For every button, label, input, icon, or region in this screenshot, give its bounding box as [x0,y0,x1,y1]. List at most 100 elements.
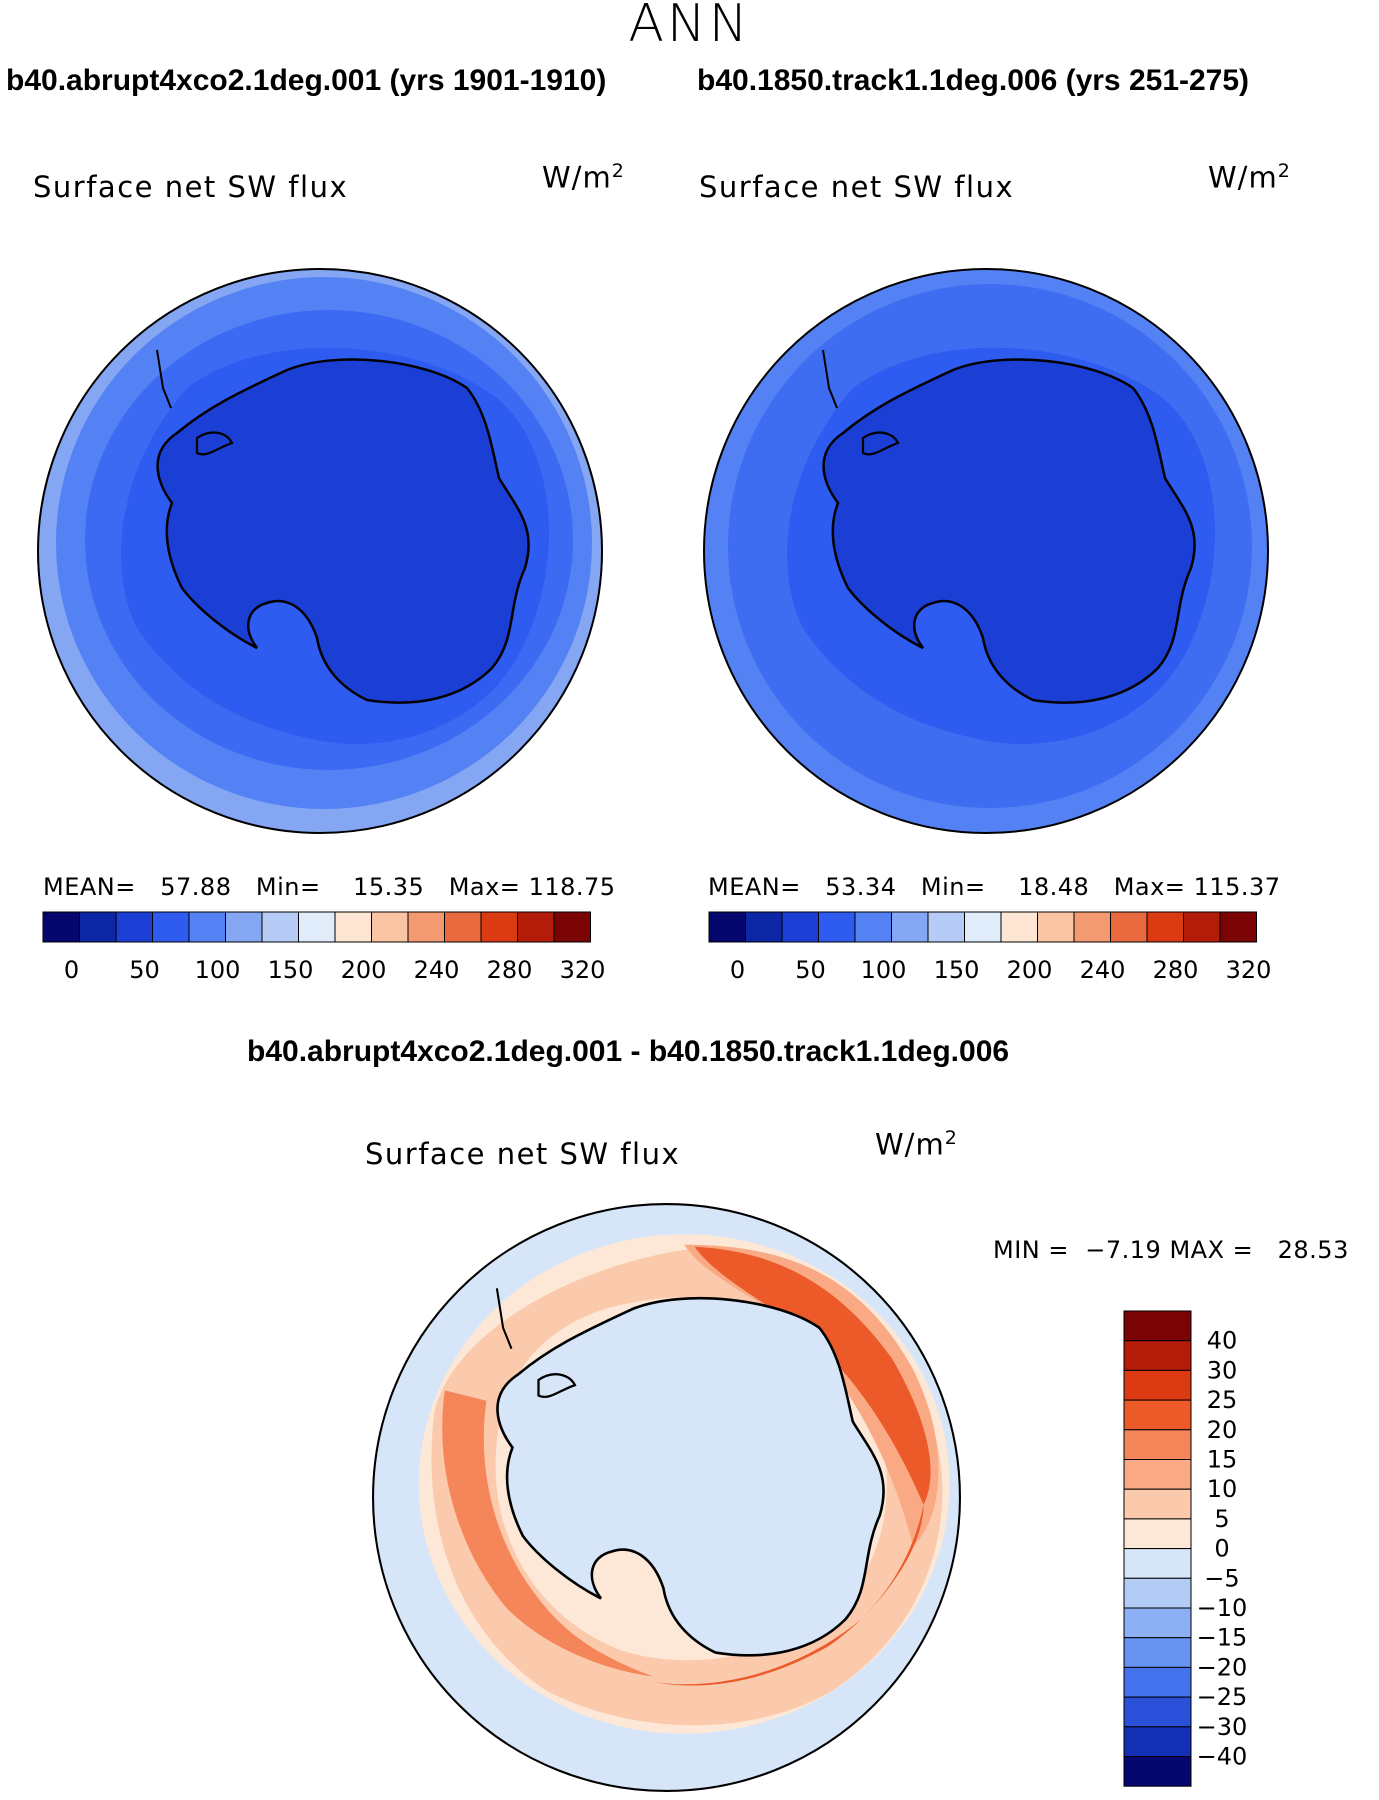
diff-colorbar-swatch [1123,1696,1192,1728]
panel2-colorbar-tick-label: 150 [934,956,980,984]
panel2-colorbar-swatch [1110,911,1148,943]
panel2-colorbar-swatch [1146,911,1184,943]
panel1-colorbar-swatch [79,911,117,943]
diff-colorbar-swatch [1123,1666,1192,1698]
diff-colorbar-tick-label: −15 [1197,1624,1248,1652]
diff-western-ring [442,1390,653,1677]
panel2-case-title: b40.1850.track1.1deg.006 (yrs 251-275) [697,64,1250,97]
diff-colorbar-tick-label: 40 [1207,1327,1238,1355]
panel1-map [37,268,603,834]
panel1-colorbar-tick-label: 280 [487,956,533,984]
panel2-colorbar-swatch [708,911,746,943]
panel1-colorbar-swatch [517,911,555,943]
diff-colorbar-tick-label: 30 [1207,1356,1238,1384]
diff-map [372,1203,961,1792]
diff-colorbar-tick-label: −20 [1197,1653,1248,1681]
diff-colorbar-tick-label: 5 [1214,1505,1229,1533]
panel1-case-title: b40.abrupt4xco2.1deg.001 (yrs 1901-1910) [6,64,607,97]
panel2-colorbar-swatch [1183,911,1221,943]
panel2-colorbar-swatch [781,911,819,943]
panel1-colorbar-tick-label: 200 [341,956,387,984]
panel2-colorbar-swatch [964,911,1002,943]
panel2-peninsula-outline [822,349,838,409]
diff-variable-label: Surface net SW flux [365,1137,681,1171]
panel2-colorbar-swatch [1037,911,1075,943]
diff-colorbar-tick-label: 20 [1207,1416,1238,1444]
panel1-colorbar-swatch [371,911,409,943]
panel1-colorbar-swatch [261,911,299,943]
panel1-colorbar-swatch [115,911,153,943]
panel1-colorbar-tick-label: 240 [414,956,460,984]
main-title: ANN [628,0,751,54]
panel1-colorbar-swatch [225,911,263,943]
panel2-colorbar-tick-label: 50 [795,956,826,984]
panel2-colorbar-swatch [818,911,856,943]
panel1-colorbar-tick-label: 50 [129,956,160,984]
panel1-antarctica-outline [156,358,530,704]
panel2-colorbar-tick-label: 240 [1080,956,1126,984]
diff-peninsula-outline [495,1288,513,1350]
diff-colorbar-swatch [1123,1399,1192,1431]
panel2-colorbar-swatch [927,911,965,943]
diff-colorbar-swatch [1123,1369,1192,1401]
panel1-colorbar-swatch [152,911,190,943]
diff-colorbar-swatch [1123,1429,1192,1461]
panel1-colorbar-swatch [298,911,336,943]
panel2-colorbar-swatch [745,911,783,943]
diff-colorbar-tick-label: 0 [1214,1535,1229,1563]
panel2-colorbar: 0 50 100 150 200 240 280 320 [708,911,1272,984]
panel1-colorbar-tick-label: 100 [195,956,241,984]
panel2-colorbar-swatch [1000,911,1038,943]
panel1-colorbar-tick-label: 320 [560,956,606,984]
panel1-colorbar-swatch [444,911,482,943]
diff-antarctica-outline [496,1296,885,1657]
diff-colorbar-swatch [1123,1577,1192,1609]
panel2-colorbar-tick-label: 0 [730,956,745,984]
panel2-map [703,268,1269,834]
panel2-antarctica-outline [822,358,1196,704]
diff-title: b40.abrupt4xco2.1deg.001 - b40.1850.trac… [247,1035,1010,1068]
panel1-colorbar-swatch [553,911,591,943]
panel2-colorbar-tick-label: 320 [1226,956,1272,984]
panel2-units: W/m2 [1208,160,1291,195]
panel2-colorbar-swatch [1219,911,1257,943]
diff-ice-shelf-outline [537,1373,577,1398]
panel2-colorbar-tick-label: 100 [861,956,907,984]
diff-colorbar-tick-label: −5 [1204,1564,1239,1592]
diff-colorbar-tick-label: 25 [1207,1386,1238,1414]
diff-colorbar-tick-label: −40 [1197,1743,1248,1771]
panel1-colorbar-tick-label: 150 [268,956,314,984]
panel2-ice-shelf-outline [861,431,900,456]
panel1-colorbar-swatch [334,911,372,943]
diff-colorbar-tick-label: 10 [1207,1475,1238,1503]
diff-band-10-15 [684,1244,939,1547]
diff-colorbar-swatch [1123,1459,1192,1490]
diff-colorbar-swatch [1123,1310,1192,1342]
panel2-stats: MEAN= 53.34 Min= 18.48 Max= 115.37 [708,873,1281,901]
panel2-variable-label: Surface net SW flux [699,170,1015,204]
diff-colorbar-swatch [1123,1637,1192,1668]
panel2-colorbar-tick-label: 280 [1153,956,1199,984]
panel1-colorbar-tick-label: 0 [64,956,79,984]
panel1-peninsula-outline [156,349,172,409]
panel1-colorbar-swatch [188,911,226,943]
panel1-stats: MEAN= 57.88 Min= 15.35 Max= 118.75 [43,873,616,901]
panel2-colorbar-tick-label: 200 [1007,956,1053,984]
diff-colorbar-swatch [1123,1756,1192,1787]
panel2-colorbar-swatch [1073,911,1111,943]
diff-colorbar-tick-label: 15 [1207,1446,1238,1474]
diff-colorbar-swatch [1123,1607,1192,1639]
diff-band-20-25 [694,1246,931,1505]
diff-minmax: MIN = −7.19 MAX = 28.53 [993,1236,1349,1264]
diff-colorbar-tick-label: −25 [1197,1683,1248,1711]
diff-units: W/m2 [875,1127,958,1162]
diff-colorbar-swatch [1123,1548,1192,1579]
diff-colorbar-tick-label: −10 [1197,1594,1248,1622]
panel1-colorbar-swatch [480,911,518,943]
diff-colorbar-swatch [1123,1488,1192,1520]
diff-colorbar-tick-label: −30 [1197,1713,1248,1741]
panel1-units: W/m2 [542,160,625,195]
diff-colorbar-swatch [1123,1518,1192,1550]
panel2-colorbar-swatch [891,911,929,943]
